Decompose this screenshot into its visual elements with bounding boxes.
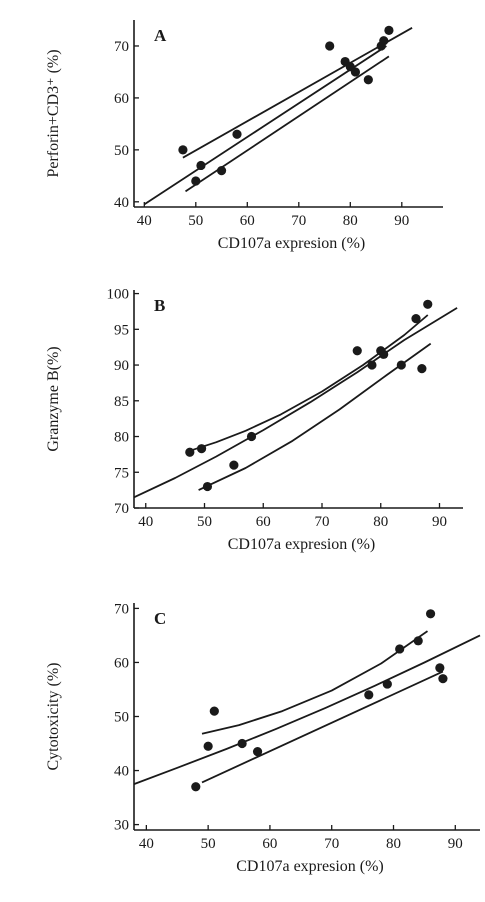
- data-point: [438, 674, 448, 684]
- y-tick-label: 50: [114, 143, 129, 159]
- data-point: [252, 747, 263, 757]
- y-axis-title: Granzyme B(%): [45, 346, 62, 451]
- data-point: [203, 741, 213, 751]
- data-point: [364, 690, 374, 700]
- data-point: [209, 706, 219, 716]
- data-point: [384, 25, 394, 35]
- data-point: [382, 679, 392, 689]
- fit-line-upper: [189, 314, 429, 452]
- x-tick-label: 90: [448, 836, 463, 852]
- data-point: [229, 460, 239, 470]
- x-tick-label: 50: [201, 836, 216, 852]
- data-point: [417, 364, 427, 374]
- panel-letter: C: [154, 609, 166, 628]
- data-point: [363, 75, 373, 85]
- data-point: [246, 431, 257, 442]
- x-tick-label: 50: [188, 213, 203, 229]
- x-tick-label: 40: [137, 213, 152, 229]
- y-tick-label: 50: [114, 710, 129, 726]
- y-tick-label: 30: [114, 818, 129, 834]
- y-tick-label: 70: [114, 39, 129, 55]
- data-point: [352, 346, 362, 356]
- data-point: [178, 145, 188, 155]
- fit-line-fit: [143, 45, 387, 206]
- fit-line-fit: [133, 307, 458, 499]
- x-tick-label: 50: [197, 514, 212, 530]
- y-axis-title: Perforin+CD3⁺ (%): [45, 49, 62, 177]
- y-tick-label: 95: [114, 322, 129, 338]
- data-point: [435, 663, 445, 673]
- fit-line-lower: [198, 342, 432, 491]
- fit-line-lower: [185, 55, 390, 193]
- y-tick-label: 70: [114, 601, 129, 617]
- y-axis-title: Cytotoxicity (%): [45, 663, 62, 771]
- data-point: [379, 36, 389, 46]
- fit-line-lower: [201, 670, 444, 784]
- x-tick-label: 70: [291, 213, 306, 229]
- fit-line-fit: [133, 634, 481, 785]
- panel-c: 40 50 60 70 80 90 30 40 50 60 70 C CD107a expresion …: [45, 601, 481, 875]
- x-tick-label: 60: [256, 514, 271, 530]
- data-point: [191, 782, 201, 792]
- data-point: [202, 481, 213, 492]
- panel-letter: A: [154, 26, 167, 45]
- data-point: [191, 176, 201, 186]
- data-point: [237, 738, 247, 749]
- x-tick-label: 80: [373, 514, 388, 530]
- data-point: [232, 129, 242, 139]
- panel-letter: B: [154, 296, 165, 315]
- x-axis-title: CD107a expresion (%): [228, 536, 376, 553]
- y-tick-label: 40: [114, 195, 129, 211]
- data-point: [411, 313, 421, 324]
- fit-line-upper: [182, 27, 413, 159]
- data-point: [423, 299, 433, 309]
- data-point: [367, 360, 377, 370]
- y-tick-label: 90: [114, 358, 129, 374]
- data-point: [185, 447, 195, 457]
- y-tick-label: 70: [114, 501, 129, 517]
- data-point: [350, 67, 361, 77]
- x-tick-label: 40: [139, 836, 154, 852]
- x-tick-label: 70: [315, 514, 330, 530]
- x-axis-title: CD107a expresion (%): [218, 235, 366, 252]
- data-point: [325, 41, 335, 51]
- x-tick-label: 80: [386, 836, 401, 852]
- y-tick-label: 100: [107, 287, 130, 303]
- y-tick-label: 80: [114, 430, 129, 446]
- x-tick-label: 80: [343, 213, 358, 229]
- x-axis-title: CD107a expresion (%): [236, 858, 384, 875]
- data-point: [379, 349, 389, 359]
- x-tick-label: 60: [262, 836, 277, 852]
- data-point: [216, 166, 227, 176]
- x-tick-label: 90: [394, 213, 409, 229]
- data-point: [395, 644, 405, 654]
- y-tick-label: 60: [114, 91, 129, 107]
- data-point: [425, 609, 436, 619]
- data-point: [396, 360, 406, 370]
- y-tick-label: 85: [114, 394, 129, 410]
- data-point: [196, 444, 207, 454]
- data-point: [413, 636, 423, 646]
- y-tick-label: 60: [114, 655, 129, 671]
- y-tick-label: 75: [114, 465, 129, 481]
- panel-a: 40 50 60 70 80 90 40 50 60 70 A CD107a expresion (%…: [45, 20, 443, 252]
- x-tick-label: 40: [138, 514, 153, 530]
- panel-b: 40 50 60 70 80 90 70 75 80 85 90 95 100 B CD107a expre…: [45, 287, 463, 553]
- fit-line-upper: [201, 630, 429, 735]
- y-tick-label: 40: [114, 764, 129, 780]
- data-point: [196, 160, 206, 171]
- x-tick-label: 90: [432, 514, 447, 530]
- x-tick-label: 60: [240, 213, 255, 229]
- x-tick-label: 70: [324, 836, 339, 852]
